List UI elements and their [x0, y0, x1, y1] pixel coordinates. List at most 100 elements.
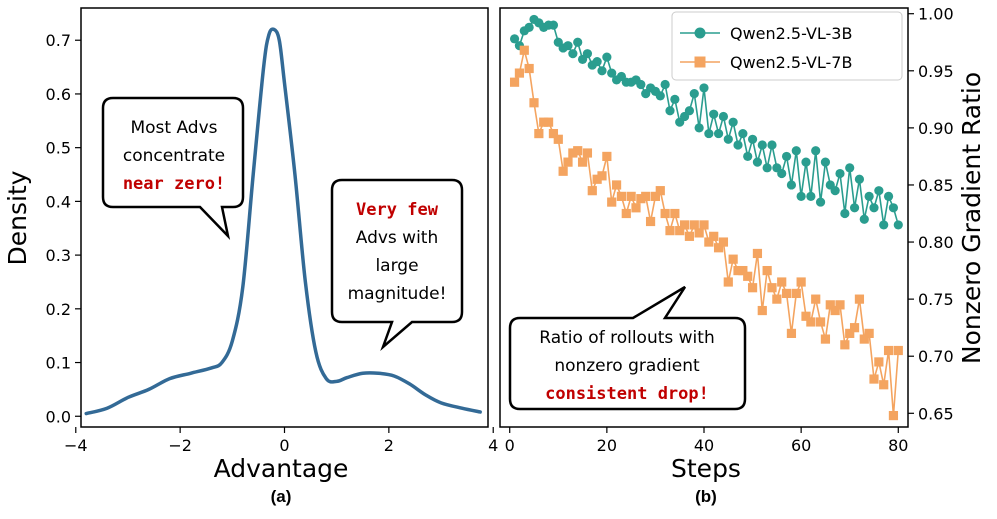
point-qwen3b [670, 94, 680, 104]
point-qwen3b [723, 134, 733, 144]
point-qwen3b [815, 197, 826, 207]
point-qwen7b [757, 305, 767, 316]
point-qwen7b [845, 328, 855, 338]
point-qwen7b [670, 208, 680, 219]
panel-label-a: (a) [271, 487, 292, 506]
point-qwen7b [820, 334, 831, 344]
point-qwen7b [626, 191, 636, 201]
ytick-label-a: 0.0 [46, 407, 71, 426]
xtick-label-b: 20 [597, 436, 617, 455]
legend-swatch-marker-0 [694, 27, 706, 39]
point-qwen3b [820, 157, 831, 167]
point-qwen7b [806, 317, 816, 327]
point-qwen7b [636, 194, 646, 204]
speech-bubble-1 [101, 96, 245, 240]
point-qwen7b [621, 208, 631, 219]
point-qwen7b [607, 197, 617, 207]
point-qwen3b [893, 220, 903, 230]
ylabel-a: Density [3, 170, 32, 265]
point-qwen3b [738, 128, 748, 139]
annotation-very-few: Very few Advs with large magnitude! [330, 178, 464, 352]
point-qwen3b [524, 22, 534, 33]
point-qwen3b [869, 203, 879, 213]
annotation-consistent-drop: Ratio of rollouts with nonzero gradient … [508, 285, 747, 411]
point-qwen7b [577, 157, 588, 167]
legend-label-1: Qwen2.5-VL-7B [730, 53, 852, 72]
ytick-label-a: 0.7 [46, 31, 71, 50]
xtick-label-b: 60 [791, 436, 811, 455]
point-qwen3b [713, 128, 724, 139]
point-qwen3b [796, 191, 806, 201]
point-qwen3b [854, 174, 865, 184]
point-qwen3b [704, 128, 714, 139]
point-qwen7b [704, 237, 714, 247]
point-qwen3b [709, 109, 719, 119]
ytick-label-b: 0.95 [918, 62, 954, 81]
legend-frame [671, 11, 903, 81]
annotation-3-highlight: consistent drop! [545, 384, 709, 404]
point-qwen7b [524, 63, 534, 74]
markers-qwen7b [509, 45, 903, 421]
point-qwen7b [888, 410, 899, 421]
point-qwen7b [893, 345, 903, 356]
point-qwen3b [733, 140, 743, 150]
point-qwen3b [743, 151, 753, 162]
point-qwen7b [645, 216, 656, 227]
point-qwen7b [650, 191, 661, 201]
point-qwen7b [602, 151, 612, 162]
point-qwen3b [830, 186, 840, 196]
xtick-label-a: −2 [168, 436, 192, 455]
ytick-label-a: 0.4 [46, 192, 71, 211]
point-qwen7b [791, 288, 801, 299]
xtick-label-a: 0 [279, 436, 289, 455]
point-qwen3b [777, 168, 787, 179]
point-qwen7b [568, 148, 578, 158]
point-qwen3b [699, 83, 709, 93]
point-qwen3b [548, 20, 559, 30]
ytick-label-b: 0.75 [918, 290, 954, 309]
point-qwen7b [694, 228, 704, 238]
annotation-1-highlight: near zero! [123, 174, 225, 194]
point-qwen7b [679, 220, 690, 230]
point-qwen7b [762, 265, 772, 276]
ytick-label-a: 0.6 [46, 85, 71, 104]
point-qwen3b [888, 203, 899, 213]
point-qwen3b [811, 146, 821, 156]
point-qwen7b [709, 231, 719, 241]
point-qwen7b [611, 180, 622, 190]
point-qwen7b [573, 146, 583, 156]
ytick-label-a: 0.1 [46, 354, 71, 373]
annotation-2-line-1: Advs with [356, 228, 439, 248]
point-qwen3b [684, 106, 695, 116]
point-qwen3b [602, 52, 612, 62]
annotation-2-line-2: large [375, 256, 418, 276]
ytick-label-a: 0.5 [46, 139, 71, 158]
annotation-3-line-1: Ratio of rollouts with [539, 328, 714, 348]
point-qwen7b [752, 248, 763, 259]
point-qwen3b [592, 57, 602, 67]
point-qwen7b [811, 294, 821, 304]
annotation-2-line-3: magnitude! [348, 284, 447, 304]
point-qwen7b [699, 220, 709, 230]
ytick-label-b: 0.85 [918, 176, 954, 195]
annotation-2-highlight: Very few [356, 200, 439, 220]
point-qwen3b [883, 191, 894, 201]
point-qwen3b [568, 49, 578, 59]
annotation-3-line-2: nonzero gradient [554, 356, 700, 376]
xtick-label-a: 2 [384, 436, 394, 455]
point-qwen3b [718, 111, 729, 122]
point-qwen3b [509, 34, 520, 44]
point-qwen3b [573, 37, 583, 47]
ytick-label-b: 0.80 [918, 233, 954, 252]
point-qwen7b [553, 134, 563, 144]
point-qwen3b [767, 140, 777, 150]
point-qwen7b [723, 277, 733, 287]
point-qwen3b [879, 220, 889, 230]
point-qwen7b [849, 323, 860, 333]
point-qwen7b [767, 283, 777, 293]
point-qwen7b [830, 305, 840, 316]
legend-label-0: Qwen2.5-VL-3B [730, 24, 852, 43]
annotation-1-line-1: Most Advs [130, 118, 217, 138]
point-qwen7b [747, 283, 758, 293]
point-qwen7b [689, 220, 699, 230]
